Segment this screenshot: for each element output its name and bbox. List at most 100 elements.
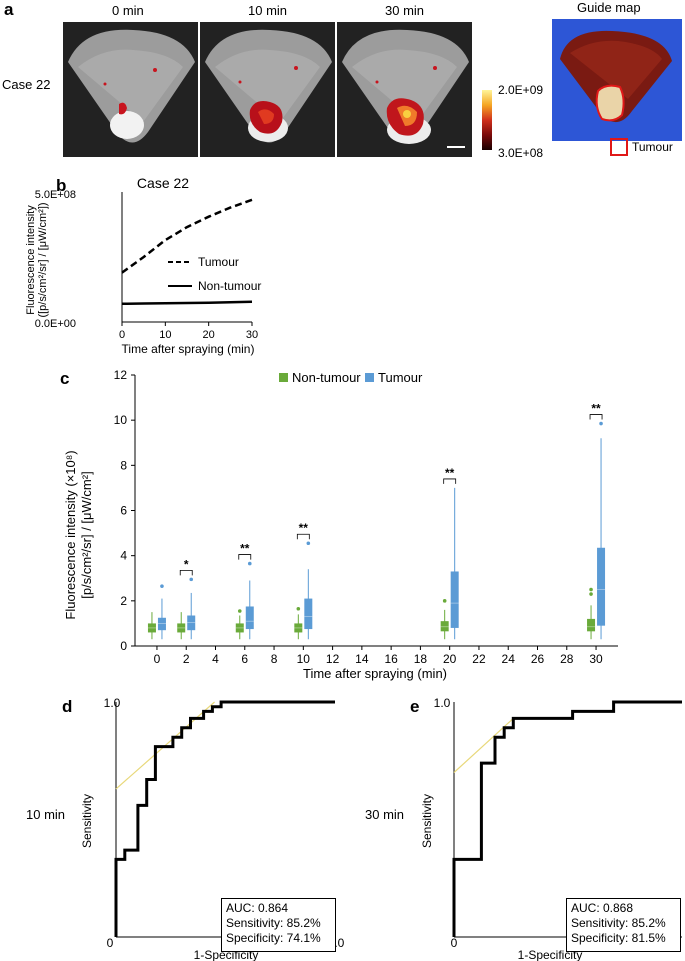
guide-map-image — [552, 19, 682, 141]
panel-b-xtick-label: 10 — [159, 329, 171, 341]
panel-c-xtick-label: 10 — [297, 652, 311, 666]
panel-d-side-label: 10 min — [26, 807, 66, 822]
significance-bracket — [179, 569, 193, 576]
significance-mark: ** — [240, 542, 250, 556]
panel-b-x-ticks: 0 10 20 30 — [119, 322, 258, 341]
panel-e-side-label: 30 min — [365, 807, 405, 822]
panel-e-roc-curve — [452, 700, 682, 937]
significance-mark: ** — [299, 521, 309, 535]
panel-c-xtick-label: 14 — [355, 652, 369, 666]
fluorescence-image-10min — [200, 22, 335, 157]
panel-d-tick-0: 0 — [107, 936, 114, 950]
panel-c-ylabel-2: [p/s/cm²/sr] / [μW/cm²] — [79, 471, 94, 598]
liver-image-30 — [337, 22, 472, 157]
panel-c-ytick-label: 2 — [120, 594, 127, 608]
panel-c-ytick-label: 12 — [114, 368, 128, 382]
panel-c-xtick-label: 22 — [472, 652, 486, 666]
panel-c-chart: Non-tumour Tumour Fluorescence intensity… — [63, 368, 618, 681]
panel-e-auc: AUC: 0.868 — [571, 901, 634, 915]
box-outlier-tumour — [189, 577, 194, 582]
panel-c-ytick-label: 6 — [120, 504, 127, 518]
panel-c-ytick-label: 4 — [120, 549, 127, 563]
box-nontumour — [587, 618, 596, 632]
box-tumour — [304, 598, 313, 630]
liver-image-0 — [63, 22, 198, 157]
significance-bracket — [296, 533, 310, 540]
colorbar-min-label: 3.0E+08 — [498, 146, 544, 160]
box-outlier-nontumour — [589, 587, 593, 592]
panel-c-ytick-label: 8 — [120, 458, 127, 472]
panel-c-xtick-label: 16 — [384, 652, 398, 666]
panel-e-stats-box: AUC: 0.868 Sensitivity: 85.2% Specificit… — [566, 898, 681, 952]
panel-b-tumour-line — [121, 198, 253, 274]
box-outlier-nontumour — [237, 609, 242, 613]
guide-map-title: Guide map — [577, 0, 641, 15]
panel-c-xtick-label: 4 — [212, 652, 219, 666]
fluorescence-image-30min — [337, 22, 472, 157]
panel-c-xtick-label: 30 — [589, 652, 603, 666]
time-label-10: 10 min — [248, 3, 288, 18]
panel-c-xtick-label: 6 — [241, 652, 248, 666]
panel-b-nontumour-line — [121, 300, 253, 306]
panel-e-tick-0: 0 — [451, 936, 458, 950]
panel-e-specificity: Specificity: 81.5% — [571, 931, 666, 945]
panel-e-sensitivity: Sensitivity: 85.2% — [571, 916, 666, 930]
panel-b-ylabel-1: Fluorescence intensity — [25, 205, 37, 315]
panel-d-sensitivity: Sensitivity: 85.2% — [226, 916, 321, 930]
box-tumour — [597, 547, 606, 626]
panel-c-legend-nontumour-swatch — [279, 373, 288, 382]
panel-c-boxes: ********* — [147, 402, 606, 640]
panel-e-ylabel: Sensitivity — [420, 794, 434, 848]
guide-liver-photo — [560, 30, 672, 123]
time-label-30: 30 min — [385, 3, 425, 18]
panel-c-x-ticks: 0 2 4 6 8 10 12 14 16 18 20 22 24 26 28 30 — [154, 646, 603, 666]
case-label: Case 22 — [2, 77, 51, 92]
box-tumour — [157, 617, 166, 631]
significance-mark: ** — [445, 466, 455, 480]
box-nontumour — [440, 621, 449, 632]
box-tumour — [450, 571, 459, 628]
panel-b-legend-tumour: Tumour — [198, 255, 239, 269]
panel-a-label: a — [4, 0, 14, 19]
panel-c-ytick-label: 0 — [120, 639, 127, 653]
box-outlier-tumour — [599, 421, 603, 426]
panel-e-ytick-1: 1.0 — [434, 696, 451, 710]
panel-c-ylabel-1: Fluorescence intensity (×10⁸) — [63, 450, 78, 619]
tumour-legend-label: Tumour — [632, 140, 673, 154]
panel-c-xtick-label: 18 — [414, 652, 428, 666]
panel-d-auc: AUC: 0.864 — [226, 901, 289, 915]
box-tumour — [245, 606, 254, 630]
box-outlier-tumour — [160, 584, 164, 588]
panel-b-xtick-label: 0 — [119, 329, 125, 341]
panel-b-title: Case 22 — [137, 175, 189, 191]
panel-b-legend-nontumour: Non-tumour — [198, 279, 261, 293]
panel-c-xtick-label: 20 — [443, 652, 457, 666]
significance-bracket — [238, 554, 252, 560]
panel-c-xlabel: Time after spraying (min) — [303, 666, 447, 681]
panel-d-ylabel: Sensitivity — [80, 794, 94, 848]
panel-e-label: e — [410, 697, 420, 716]
panel-b-ytick-top: 5.0E+08 — [35, 189, 76, 201]
panel-c-xtick-label: 8 — [271, 652, 278, 666]
colorbar — [482, 90, 492, 150]
panel-b-ytick-bottom: 0.0E+00 — [35, 318, 76, 330]
panel-c-legend-nontumour: Non-tumour — [292, 370, 361, 385]
panel-b-xtick-label: 20 — [203, 329, 215, 341]
box-outlier-tumour — [306, 541, 311, 546]
significance-mark: * — [184, 557, 189, 571]
box-outlier-tumour — [247, 561, 252, 566]
panel-c-label: c — [60, 369, 70, 388]
fluorescence-image-0min — [63, 22, 198, 157]
panel-c-xtick-label: 26 — [531, 652, 545, 666]
panel-c-legend-tumour: Tumour — [378, 370, 423, 385]
panel-c-xtick-label: 12 — [326, 652, 340, 666]
box-outlier-nontumour — [442, 599, 447, 603]
panel-c-xtick-label: 28 — [560, 652, 574, 666]
box-outlier-nontumour — [589, 592, 593, 596]
panel-d-ytick-1: 1.0 — [104, 696, 121, 710]
panel-b-xlabel: Time after spraying (min) — [122, 342, 255, 356]
panel-c-y-ticks: 0 2 4 6 8 10 12 — [114, 368, 135, 653]
significance-mark: ** — [591, 402, 601, 416]
panel-d-specificity: Specificity: 74.1% — [226, 931, 321, 945]
box-tumour — [187, 615, 196, 631]
